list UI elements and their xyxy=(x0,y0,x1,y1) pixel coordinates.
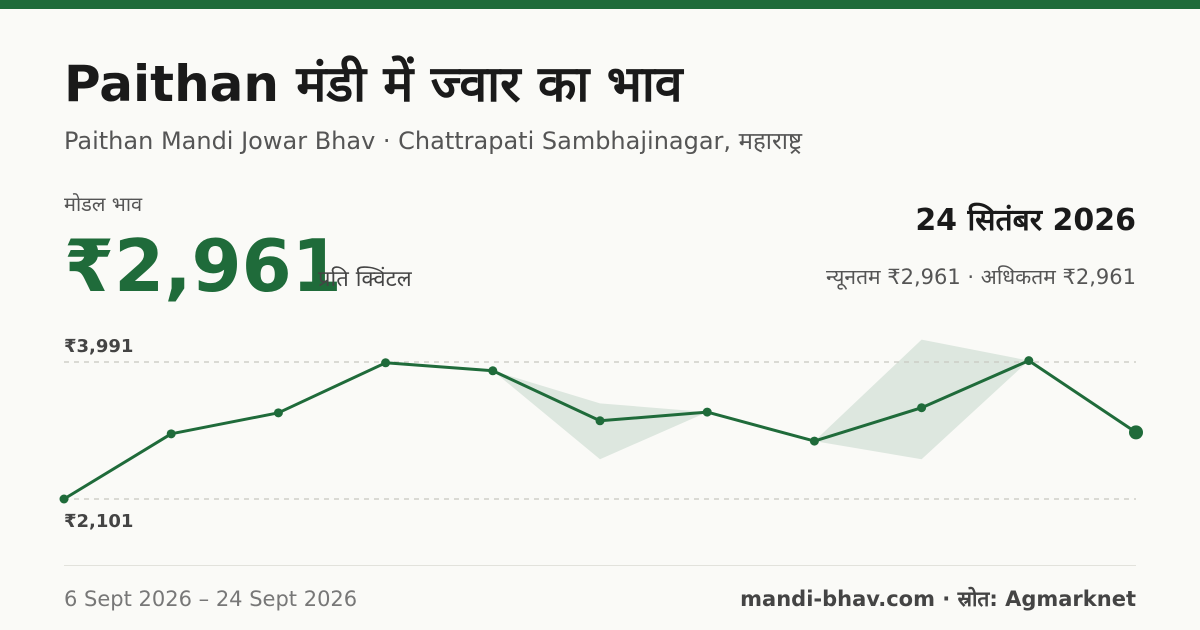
reference-label-max: ₹3,991 xyxy=(64,336,133,357)
data-point xyxy=(166,429,176,439)
page-title: Paithan मंडी में ज्वार का भाव xyxy=(64,55,683,113)
data-point xyxy=(917,403,927,413)
latest-data-point xyxy=(1129,425,1143,440)
min-max-price: न्यूनतम ₹2,961 · अधिकतम ₹2,961 xyxy=(826,265,1136,289)
modal-price-label: मोडल भाव xyxy=(64,192,143,216)
data-point xyxy=(1024,356,1034,366)
data-point xyxy=(381,358,391,368)
source-credit: mandi-bhav.com · स्रोत: Agmarknet xyxy=(740,587,1136,611)
data-point xyxy=(595,416,605,426)
price-date: 24 सितंबर 2026 xyxy=(915,203,1136,238)
price-range-band xyxy=(492,339,1029,460)
data-point xyxy=(809,436,819,446)
footer-divider xyxy=(64,565,1136,566)
data-point xyxy=(702,407,712,417)
page-subtitle: Paithan Mandi Jowar Bhav · Chattrapati S… xyxy=(64,127,803,155)
data-point xyxy=(59,494,69,504)
data-point xyxy=(273,408,283,418)
modal-price-unit: प्रति क्विंटल xyxy=(318,267,412,292)
reference-label-min: ₹2,101 xyxy=(64,511,133,532)
top-accent-bar xyxy=(0,0,1200,9)
date-range: 6 Sept 2026 – 24 Sept 2026 xyxy=(64,587,358,611)
data-points xyxy=(59,356,1143,504)
modal-price-value: ₹2,961 xyxy=(64,224,342,308)
data-point xyxy=(488,366,498,376)
